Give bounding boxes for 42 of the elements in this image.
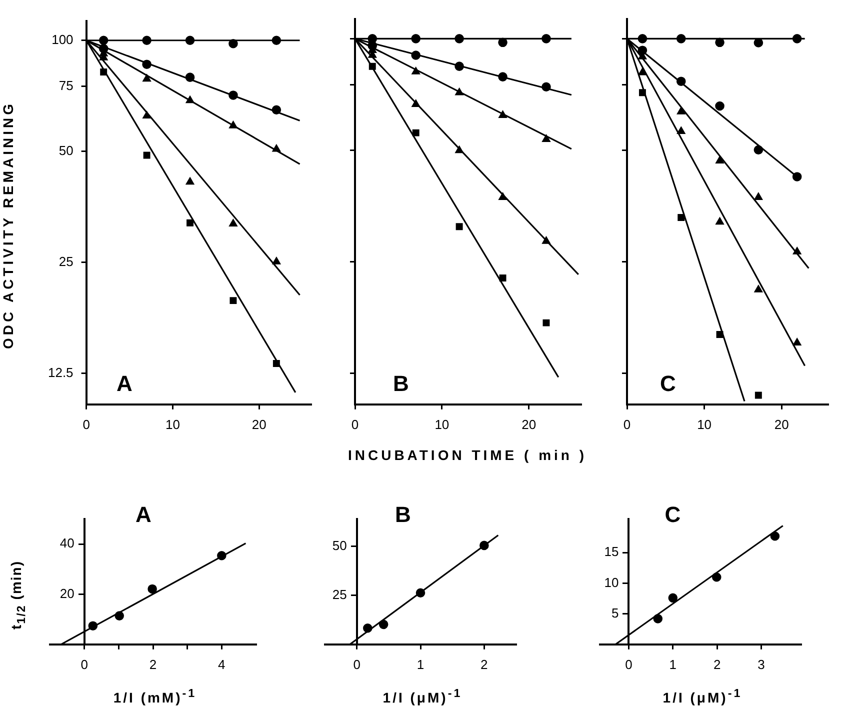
y-tick-label: 15 [604, 544, 619, 560]
y-tick-label: 20 [60, 586, 74, 601]
x-tick-label: 0 [625, 656, 632, 672]
chart-title: C [664, 502, 681, 528]
x-axis-title: 1/I (μM)$^{-1}$ [382, 687, 464, 706]
x-tick-label: 1 [416, 656, 424, 672]
y-tick-label: 50 [332, 538, 347, 554]
y-tick-label: 25 [332, 586, 347, 602]
y-tick-label: 40 [60, 536, 74, 551]
chart-title: B [395, 502, 411, 528]
x-tick-label: 2 [480, 656, 488, 672]
x-tick-label: 0 [82, 416, 90, 432]
x-tick-label: 0 [351, 416, 359, 432]
x-tick-label: 2 [713, 656, 721, 672]
x-tick-label: 3 [758, 656, 765, 672]
x-tick-label: 0 [80, 656, 88, 672]
y-tick-label: 10 [604, 574, 619, 590]
x-tick-label: 0 [623, 416, 631, 432]
x-tick-label: 2 [149, 656, 157, 672]
x-tick-label: 4 [218, 656, 226, 672]
text: A [116, 371, 132, 398]
x-axis-title: 1/I (mM)$^{-1}$ [112, 687, 198, 706]
x-tick-label: 20 [774, 416, 789, 432]
x-axis-title: INCUBATION TIME ( min ) [346, 447, 588, 463]
y-tick-label: 12.5 [48, 364, 74, 380]
x-tick-label: 10 [697, 416, 712, 432]
y-tick-label: 100 [52, 32, 74, 47]
y-axis-title: ODC ACTIVITY REMAINING [0, 100, 16, 350]
text: C [660, 371, 676, 398]
x-tick-label: 1 [669, 656, 677, 672]
y-tick-label: 25 [58, 254, 74, 269]
x-tick-label: 20 [252, 416, 266, 432]
x-axis-title: 1/I (μM)$^{-1}$ [662, 687, 744, 706]
x-tick-label: 0 [353, 656, 360, 672]
x-tick-label: 10 [165, 416, 180, 432]
chart-title: A [136, 502, 152, 528]
y-tick-label: 75 [58, 78, 74, 94]
text: B [393, 371, 409, 398]
x-tick-label: 20 [522, 416, 536, 432]
y-tick-label: 5 [611, 605, 619, 620]
x-tick-label: 10 [434, 416, 450, 432]
y-tick-label: 50 [58, 142, 74, 158]
